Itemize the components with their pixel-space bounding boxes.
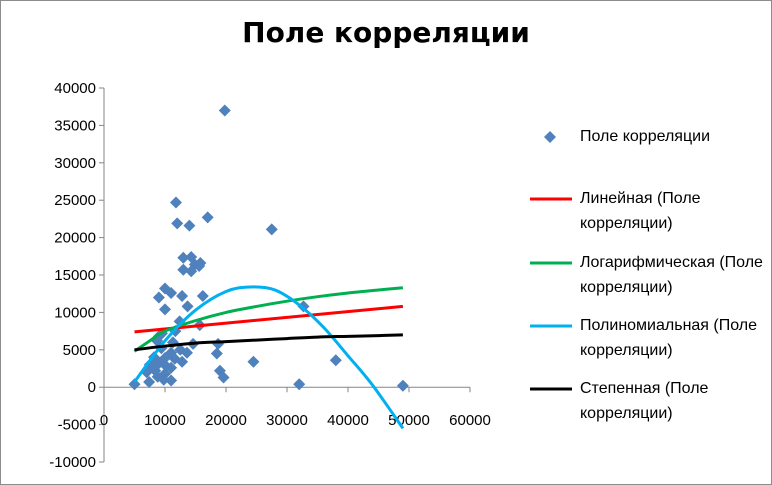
scatter-point — [180, 346, 193, 359]
legend-label-polynomial: Полиномиальная (Поле корреляции) — [580, 317, 758, 359]
scatter-point — [196, 289, 209, 302]
x-tick-label: 40000 — [327, 412, 369, 429]
y-tick-label: 5000 — [63, 342, 96, 359]
scatter-point — [176, 289, 189, 302]
trendline-logarithmic — [133, 286, 404, 353]
y-tick-label: -10000 — [49, 454, 96, 471]
trendline-linear — [134, 304, 404, 334]
x-tick-label: 10000 — [144, 412, 186, 429]
scatter-point — [181, 300, 194, 313]
scatter-point — [193, 260, 206, 273]
scatter-point — [159, 303, 171, 316]
y-tick-label: 30000 — [54, 155, 96, 172]
scatter-point — [185, 265, 198, 278]
scatter-point — [265, 223, 278, 236]
scatter-point — [247, 355, 260, 368]
x-tick-label: 20000 — [205, 412, 247, 429]
scatter-point — [165, 286, 178, 299]
scatter-point — [218, 104, 231, 117]
scatter-point — [169, 196, 182, 209]
y-tick-label: 0 — [88, 379, 96, 396]
legend-label-linear: Линейная (Поле корреляции) — [580, 190, 701, 232]
y-tick-label: 25000 — [54, 192, 96, 209]
legend-label-power: Степенная (Поле корреляции) — [580, 380, 709, 422]
legend-label-scatter: Поле корреляции — [580, 128, 711, 145]
scatter-point — [171, 217, 184, 230]
x-tick-label: 60000 — [449, 412, 491, 429]
scatter-point — [165, 374, 178, 387]
y-tick-label: 10000 — [54, 304, 96, 321]
legend-label-logarithmic: Логарифмическая (Поле корреляции) — [580, 254, 763, 296]
scatter-point — [165, 361, 178, 374]
scatter-point — [396, 379, 409, 392]
scatter-point — [152, 291, 165, 304]
x-tick-label: 30000 — [266, 412, 308, 429]
scatter-point — [183, 219, 196, 232]
y-tick-label: 20000 — [54, 230, 96, 247]
x-tick-label: 50000 — [388, 412, 430, 429]
scatter-point — [177, 263, 190, 276]
scatter-point — [329, 354, 342, 367]
y-tick-label: 40000 — [54, 80, 96, 97]
scatter-point — [293, 378, 306, 391]
scatter-point — [176, 355, 189, 368]
scatter-point — [177, 251, 190, 264]
scatter-point — [217, 371, 230, 384]
scatter-point — [201, 211, 214, 224]
x-tick-label: 0 — [100, 412, 108, 429]
y-tick-label: 35000 — [54, 117, 96, 134]
y-tick-label: -5000 — [58, 417, 96, 434]
trendline-power — [134, 333, 403, 352]
y-tick-label: 15000 — [54, 267, 96, 284]
scatter-point — [157, 373, 170, 386]
scatter-point — [128, 378, 141, 391]
trendline-polynomial — [133, 285, 405, 430]
scatter-point — [143, 375, 156, 388]
chart-title: Поле корреляции — [242, 16, 530, 49]
scatter-point — [212, 337, 225, 350]
scatter-point — [210, 347, 223, 360]
